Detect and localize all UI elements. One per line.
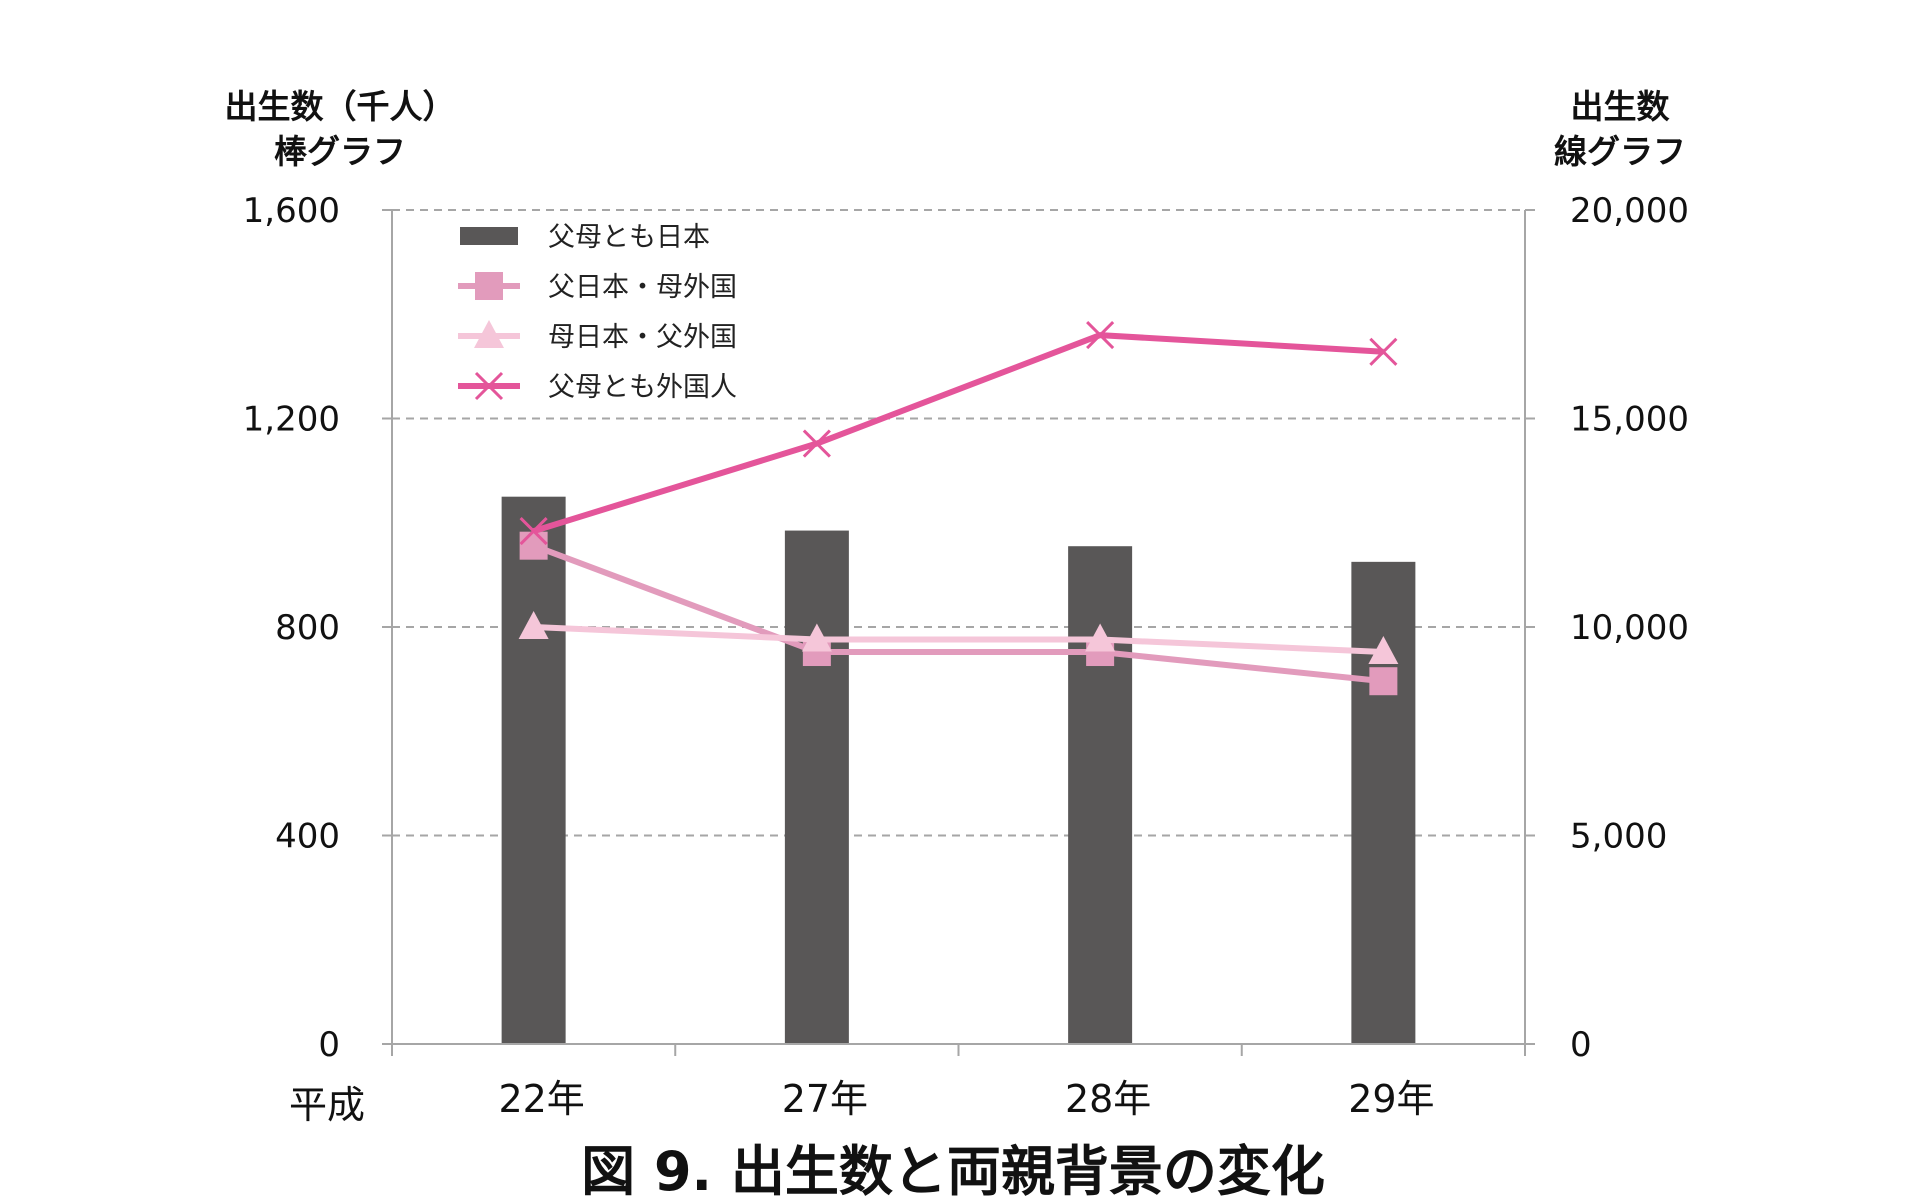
triangle-marker bbox=[1085, 623, 1116, 652]
tick-labels: 0 400 800 1,200 1,600 0 5,000 10,000 15,000 20,00… bbox=[243, 191, 1689, 1121]
bar bbox=[1351, 561, 1416, 1044]
x-marker bbox=[519, 517, 548, 546]
legend-label: 父母とも日本 bbox=[548, 222, 710, 253]
right-tick-label: 0 bbox=[1570, 1025, 1592, 1065]
bar-series bbox=[501, 496, 1416, 1044]
line-series bbox=[518, 321, 1399, 696]
axes bbox=[382, 209, 1535, 1056]
series-line bbox=[532, 332, 1384, 534]
left-axis-title-line1: 出生数（千人） bbox=[225, 87, 456, 126]
left-tick-label: 400 bbox=[275, 817, 340, 857]
triangle-marker bbox=[474, 320, 504, 348]
x-marker bbox=[802, 429, 831, 458]
figure-caption: 図 9. 出生数と両親背景の変化 bbox=[581, 1140, 1325, 1201]
legend-label: 父日本・母外国 bbox=[548, 272, 737, 303]
left-tick-label: 0 bbox=[318, 1025, 340, 1065]
bar bbox=[784, 530, 849, 1044]
legend-swatch bbox=[460, 227, 518, 245]
right-axis-title-line1: 出生数 bbox=[1571, 87, 1671, 126]
left-axis-title-line2: 棒グラフ bbox=[274, 132, 406, 171]
triangle-marker bbox=[801, 623, 832, 652]
x-tick-label: 22年 bbox=[498, 1077, 584, 1121]
triangle-marker bbox=[518, 611, 549, 639]
x-marker bbox=[1369, 337, 1398, 366]
right-tick-label: 10,000 bbox=[1570, 608, 1689, 648]
triangle-marker bbox=[1368, 636, 1399, 665]
square-marker bbox=[1369, 667, 1398, 696]
square-marker bbox=[519, 531, 548, 560]
bar bbox=[501, 496, 566, 1044]
series-line bbox=[533, 624, 1384, 656]
right-tick-label: 20,000 bbox=[1570, 191, 1689, 231]
x-tick-label: 28年 bbox=[1065, 1077, 1151, 1121]
left-tick-label: 1,200 bbox=[243, 400, 340, 440]
right-tick-label: 5,000 bbox=[1570, 817, 1667, 857]
legend-label: 母日本・父外国 bbox=[548, 322, 737, 353]
left-tick-label: 1,600 bbox=[243, 191, 340, 231]
x-marker bbox=[474, 371, 504, 401]
x-tick-label: 29年 bbox=[1348, 1077, 1434, 1121]
legend-label: 父母とも外国人 bbox=[548, 372, 737, 403]
x-axis-prefix: 平成 bbox=[289, 1083, 365, 1127]
square-marker bbox=[475, 272, 503, 300]
left-tick-label: 800 bbox=[275, 608, 340, 648]
series-line bbox=[532, 542, 1384, 685]
right-axis-title-line2: 線グラフ bbox=[1554, 132, 1686, 171]
bar bbox=[1068, 546, 1133, 1044]
right-tick-label: 15,000 bbox=[1570, 400, 1689, 440]
x-tick-label: 27年 bbox=[782, 1077, 868, 1121]
x-marker bbox=[1086, 321, 1115, 350]
